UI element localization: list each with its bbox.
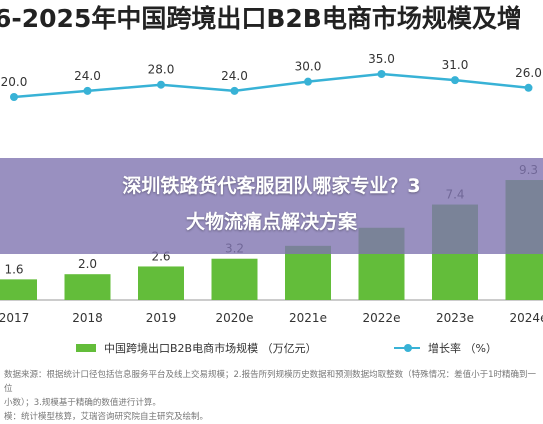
growth-rate-point-2020e	[231, 87, 239, 95]
growth-rate-label-2020e: 24.0	[221, 69, 248, 83]
growth-rate-point-2023e	[451, 76, 459, 84]
x-tick-label-2017: 2017	[0, 311, 29, 325]
growth-rate-label-2019: 28.0	[148, 63, 175, 77]
x-tick-label-2019: 2019	[146, 311, 177, 325]
article-title: 深圳铁路货代客服团队哪家专业？3 大物流痛点解决方案	[0, 168, 543, 248]
bar-2018	[65, 274, 111, 300]
growth-rate-label-2022e: 35.0	[368, 52, 395, 66]
growth-rate-point-2021e	[304, 78, 312, 86]
chart-legend: 中国跨境出口B2B电商市场规模 （万亿元） 增长率 （%）	[76, 338, 536, 356]
growth-rate-label-2024e: 26.0	[515, 66, 542, 80]
x-tick-label-2020e: 2020e	[216, 311, 254, 325]
growth-rate-label-2018: 24.0	[74, 69, 101, 83]
growth-rate-label-2017: 20.0	[1, 75, 28, 89]
bar-2017	[0, 279, 37, 300]
source-note: 数据来源：根据统计口径包括信息服务平台及线上交易规模；2.报告所列规模历史数据和…	[4, 368, 543, 424]
legend-bar-label: 中国跨境出口B2B电商市场规模 （万亿元）	[104, 340, 317, 356]
legend-bar-swatch	[76, 344, 96, 352]
growth-rate-point-2018	[84, 87, 92, 95]
growth-rate-point-2024e	[525, 84, 533, 92]
x-tick-label-2018: 2018	[72, 311, 103, 325]
x-tick-label-2024e: 2024e	[510, 311, 543, 325]
bar-value-label-2017: 1.6	[4, 262, 23, 276]
growth-rate-point-2017	[10, 93, 18, 101]
growth-rate-point-2022e	[378, 70, 386, 78]
growth-rate-label-2021e: 30.0	[295, 60, 322, 74]
bar-2019	[138, 266, 184, 300]
growth-rate-point-2019	[157, 81, 165, 89]
legend-line-marker	[404, 344, 412, 352]
bar-2020e	[212, 259, 258, 300]
bar-value-label-2018: 2.0	[78, 257, 97, 271]
x-tick-label-2023e: 2023e	[436, 311, 474, 325]
growth-rate-label-2023e: 31.0	[442, 58, 469, 72]
legend-line-label: 增长率 （%）	[428, 340, 497, 356]
x-tick-label-2022e: 2022e	[363, 311, 401, 325]
x-tick-label-2021e: 2021e	[289, 311, 327, 325]
